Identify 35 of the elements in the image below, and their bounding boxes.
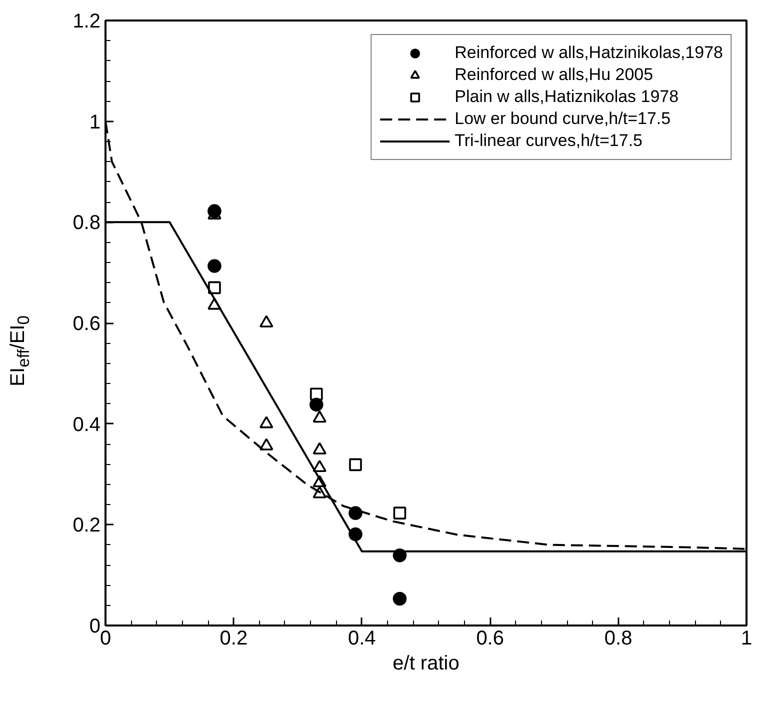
point: [259, 438, 274, 450]
x-tick-label: 0.2: [220, 628, 248, 650]
legend-label: Low er bound curve,h/t=17.5: [454, 109, 671, 129]
y-tick-label: 0.6: [72, 313, 101, 335]
x-tick-label: 0.4: [348, 628, 376, 650]
point: [208, 281, 221, 294]
point: [392, 592, 407, 606]
y-tick-label: 1.2: [72, 10, 101, 32]
point: [392, 548, 407, 562]
point: [348, 506, 362, 520]
point: [259, 315, 274, 328]
y-tick-label: 0.4: [72, 414, 101, 436]
point: [349, 458, 362, 472]
legend-label: Plain w alls,Hatiznikolas 1978: [454, 87, 679, 107]
point: [208, 259, 222, 273]
point: [312, 442, 326, 454]
x-axis-title: e/t ratio: [392, 652, 460, 674]
point: [312, 410, 326, 423]
point: [312, 474, 326, 488]
legend-label: Tri-linear curves,h/t=17.5: [454, 131, 643, 151]
point: [312, 460, 326, 472]
y-tick-label: 0.2: [72, 514, 101, 537]
point: [348, 527, 362, 542]
y-tick-label: 0.8: [72, 212, 101, 234]
y-tick-label: 1: [89, 111, 100, 134]
legend-label: Reinforced w alls,Hu 2005: [454, 65, 654, 85]
x-tick-label: 0.6: [476, 628, 504, 650]
x-tick-label: 1: [740, 628, 752, 650]
point: [259, 416, 274, 428]
x-tick-label: 0.8: [604, 628, 632, 650]
point: [208, 298, 222, 310]
point: [393, 506, 406, 520]
legend-label: Reinforced w alls,Hatzinikolas,1978: [454, 43, 723, 63]
point: [310, 388, 323, 400]
point: [312, 486, 326, 498]
